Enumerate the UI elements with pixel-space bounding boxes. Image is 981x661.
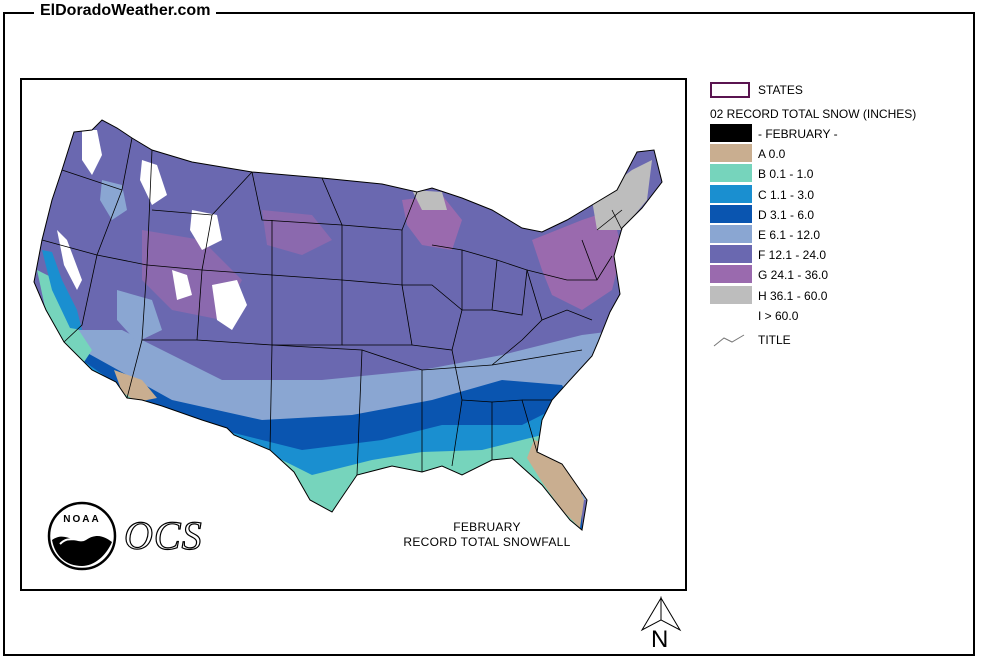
legend-swatch <box>710 164 752 183</box>
zone-i-rockies-2 <box>190 210 222 250</box>
legend-swatch <box>710 245 752 264</box>
outer-frame <box>3 12 975 656</box>
legend-item-label: A 0.0 <box>758 147 786 162</box>
north-arrow: N <box>636 596 686 661</box>
legend-swatch <box>710 225 752 243</box>
noaa-emblem-icon <box>47 501 117 571</box>
north-arrow-label: N <box>651 626 669 653</box>
zone-i-sierra <box>57 230 82 290</box>
zone-e-interior-west <box>117 290 162 342</box>
zone-a-southwest <box>114 370 157 402</box>
ocs-logo: OCS <box>123 512 203 558</box>
legend-item-label: C 1.1 - 3.0 <box>758 187 815 202</box>
zone-i-cascades <box>82 130 102 175</box>
legend-item-label: H 36.1 - 60.0 <box>758 288 828 303</box>
legend-item-label: D 3.1 - 6.0 <box>758 207 815 222</box>
legend-swatch <box>710 265 752 284</box>
zone-g-northeast <box>532 210 622 310</box>
legend-item-label: B 0.1 - 1.0 <box>758 167 814 182</box>
zone-e-northwest <box>100 180 127 220</box>
zone-c-west-coast <box>42 250 82 330</box>
legend-swatch <box>710 285 752 304</box>
legend-swatch <box>710 204 752 223</box>
legend-title-label: TITLE <box>758 333 791 347</box>
legend-item-label: F 12.1 - 24.0 <box>758 248 827 263</box>
map-title-line2: RECORD TOTAL SNOWFALL <box>403 535 571 549</box>
legend-item-label: G 24.1 - 36.0 <box>758 268 829 283</box>
zone-h-new-england <box>592 160 652 230</box>
legend-states-label: STATES <box>758 83 803 97</box>
zone-a-florida <box>527 440 584 528</box>
zone-i-rockies-4 <box>172 270 192 300</box>
title-line-icon <box>713 334 745 347</box>
map-title-line1: FEBRUARY <box>453 520 521 534</box>
zone-i-rockies-1 <box>140 160 167 205</box>
map-frame: NOAA OCS FEBRUARY RECORD TOTAL SNOWFALL <box>20 78 687 591</box>
map-title: FEBRUARY RECORD TOTAL SNOWFALL <box>382 520 592 550</box>
legend-swatch <box>710 124 752 142</box>
zone-h-great-lakes <box>412 190 447 210</box>
legend-item-label: E 6.1 - 12.0 <box>758 228 821 242</box>
noaa-logo-text: NOAA <box>63 514 101 525</box>
state-boundaries <box>33 119 663 531</box>
legend-item-label: - FEBRUARY - <box>758 127 838 141</box>
legend-variable-label: 02 RECORD TOTAL SNOW (INCHES) <box>710 107 917 121</box>
zone-b-west-coast <box>37 270 92 365</box>
legend-swatch <box>710 184 752 203</box>
site-label: ElDoradoWeather.com <box>34 2 217 20</box>
states-outline-swatch <box>710 82 750 98</box>
noaa-logo: NOAA <box>46 500 118 577</box>
north-arrow-icon <box>640 596 682 632</box>
legend-item-label: I > 60.0 <box>758 308 799 323</box>
us-snowfall-map <box>33 119 663 531</box>
zone-g-michigan <box>402 195 462 250</box>
legend-swatch <box>710 305 752 324</box>
zone-i-rockies-3 <box>212 280 247 330</box>
legend-swatch <box>710 144 752 163</box>
